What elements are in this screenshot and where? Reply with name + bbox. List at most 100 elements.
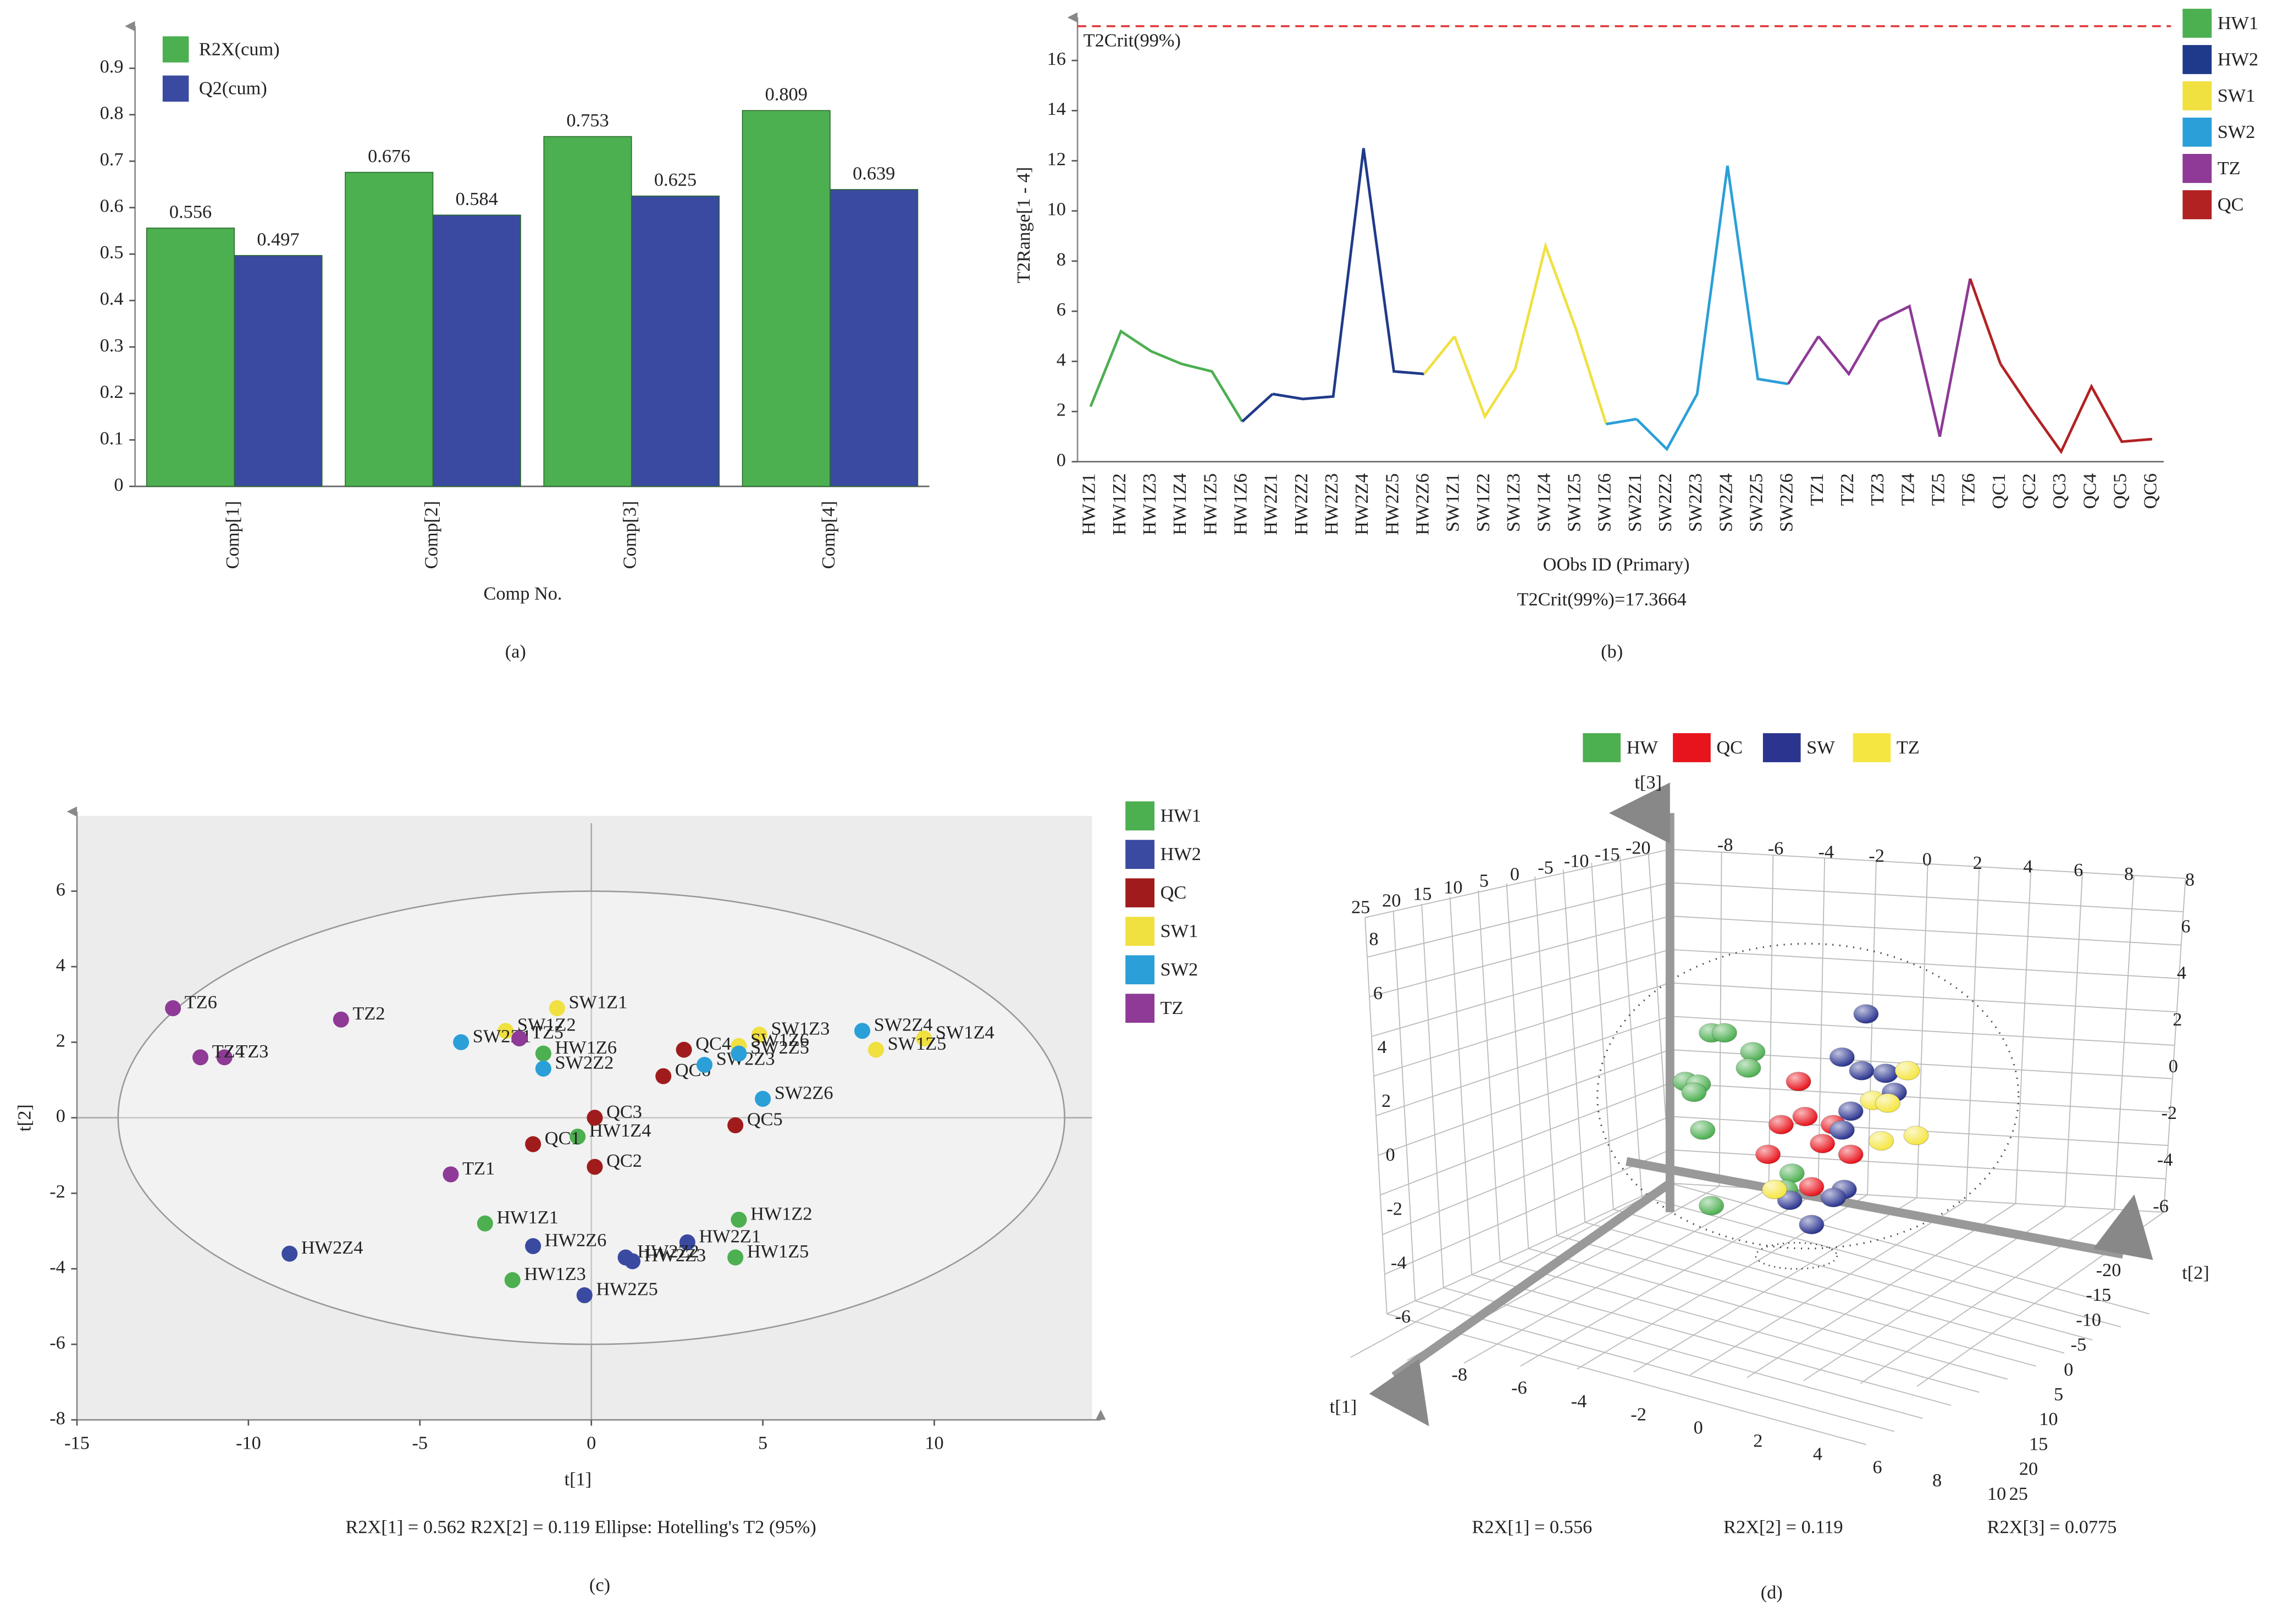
- x-tick-label: HW1Z1: [1079, 473, 1099, 535]
- point: [727, 1117, 744, 1134]
- point: [535, 1045, 551, 1062]
- tick-label-3d: -10: [2076, 1309, 2101, 1330]
- x-tick-label: SW2Z5: [1745, 473, 1766, 532]
- x-tick-label: QC4: [2079, 473, 2100, 509]
- legend-label: HW1: [1160, 805, 1201, 826]
- point-label: HW2Z1: [699, 1226, 761, 1247]
- point-label: HW1Z5: [747, 1241, 809, 1262]
- sphere-shine: [1799, 1177, 1824, 1196]
- tick-label-3d: 10: [1987, 1483, 2006, 1504]
- legend-swatch: [2182, 8, 2212, 38]
- point-label: QC2: [606, 1150, 642, 1171]
- x-tick-label: SW1Z5: [1563, 473, 1584, 532]
- grid: [1478, 890, 1501, 1262]
- line-series: [1089, 329, 1243, 423]
- sphere-shine: [1853, 1004, 1878, 1024]
- point-label: SW1Z1: [568, 991, 627, 1012]
- point: [511, 1030, 528, 1047]
- bar: [830, 189, 919, 487]
- grid: [1670, 982, 2177, 1013]
- x-tick-label: SW2Z1: [1624, 473, 1645, 532]
- point-label: HW2Z4: [301, 1237, 363, 1258]
- point-label: HW1Z6: [555, 1037, 617, 1058]
- grid: [1380, 1082, 1671, 1196]
- tick-label-3d: 2: [1381, 1090, 1391, 1111]
- legend-swatch: [1125, 801, 1155, 831]
- x-tick-label: HW1Z2: [1109, 473, 1130, 535]
- tick-label-3d: -20: [1626, 837, 1651, 858]
- point-label: SW1Z6: [750, 1029, 809, 1050]
- legend-swatch: [1125, 878, 1155, 908]
- point: [525, 1136, 541, 1152]
- point: [333, 1011, 349, 1028]
- value-label: 0.584: [456, 189, 498, 209]
- tick-label-3d: 5: [1479, 870, 1489, 891]
- point: [576, 1287, 593, 1304]
- y-tick-label: 4: [1057, 349, 1066, 370]
- x-tick-label: HW2Z5: [1381, 473, 1402, 535]
- grid: [1670, 915, 2181, 946]
- sphere-shine: [1830, 1121, 1855, 1140]
- point-label: TZ6: [185, 991, 217, 1012]
- point-label: QC1: [545, 1128, 581, 1149]
- legend-swatch: [162, 75, 189, 102]
- legend-label: SW1: [2218, 85, 2256, 106]
- point: [504, 1272, 521, 1288]
- point: [727, 1249, 744, 1266]
- x-tick-label: -15: [64, 1432, 90, 1453]
- tick-label-3d: 10: [1444, 877, 1462, 897]
- legend-label: QC: [1716, 737, 1743, 758]
- point-label: SW2Z2: [555, 1052, 614, 1073]
- x-axis-label: OObs ID (Primary): [1543, 554, 1690, 575]
- value-label: 0.556: [169, 201, 212, 222]
- point: [916, 1030, 932, 1047]
- point: [525, 1238, 541, 1254]
- point-label: HW2Z2: [637, 1241, 699, 1262]
- x-tick-label: SW1Z1: [1443, 473, 1463, 532]
- legend-swatch: [2182, 190, 2212, 219]
- point: [676, 1041, 692, 1058]
- point-label: TZ2: [352, 1003, 385, 1024]
- x-tick-label: QC5: [2110, 473, 2131, 509]
- grid: [1613, 1209, 2093, 1341]
- x-tick-label: TZ3: [1867, 473, 1888, 506]
- subtitle: T2Crit(99%)=17.3664: [1517, 589, 1687, 610]
- legend-label: SW2: [2218, 121, 2256, 142]
- tick-label-3d: 5: [2054, 1384, 2063, 1405]
- tick-label-3d: 4: [1813, 1444, 1822, 1465]
- y-tick-label: 0.2: [100, 381, 124, 402]
- bar: [742, 110, 831, 487]
- grid: [1382, 1116, 1671, 1235]
- tick-label-3d: 0: [1510, 863, 1519, 884]
- point-label: SW1Z4: [936, 1022, 994, 1043]
- sphere-shine: [1810, 1134, 1835, 1153]
- tick-label-3d: -5: [1538, 857, 1554, 878]
- grid: [1414, 1300, 1895, 1432]
- sphere-shine: [1904, 1126, 1929, 1145]
- point: [587, 1159, 603, 1175]
- sphere-shine: [1849, 1061, 1874, 1080]
- grid: [1965, 867, 1980, 1201]
- grid: [1591, 863, 1614, 1210]
- legend-label: TZ: [1160, 997, 1184, 1018]
- grid: [1690, 1200, 1967, 1376]
- point-label: SW1Z3: [771, 1018, 830, 1039]
- x-tick-label: HW2Z3: [1321, 473, 1342, 535]
- x-tick-label: HW2Z6: [1412, 473, 1433, 535]
- x-tick-label: SW1Z6: [1594, 473, 1615, 532]
- point: [443, 1166, 459, 1183]
- y-tick-label: 14: [1047, 98, 1066, 119]
- grid: [1367, 882, 1671, 958]
- sphere-shine: [1712, 1023, 1737, 1043]
- point-label: QC3: [606, 1101, 642, 1122]
- footnote: R2X[2] = 0.119: [1723, 1517, 1843, 1538]
- x-tick-label: HW2Z1: [1261, 473, 1281, 535]
- sphere-shine: [1762, 1180, 1787, 1199]
- x-tick-label: TZ1: [1806, 473, 1827, 506]
- grid: [1747, 1203, 2016, 1378]
- y-tick-label: 0.7: [100, 149, 124, 170]
- legend-swatch: [2182, 45, 2212, 74]
- point: [655, 1068, 672, 1084]
- legend-label: HW: [1627, 737, 1659, 758]
- sphere-shine: [1895, 1061, 1920, 1080]
